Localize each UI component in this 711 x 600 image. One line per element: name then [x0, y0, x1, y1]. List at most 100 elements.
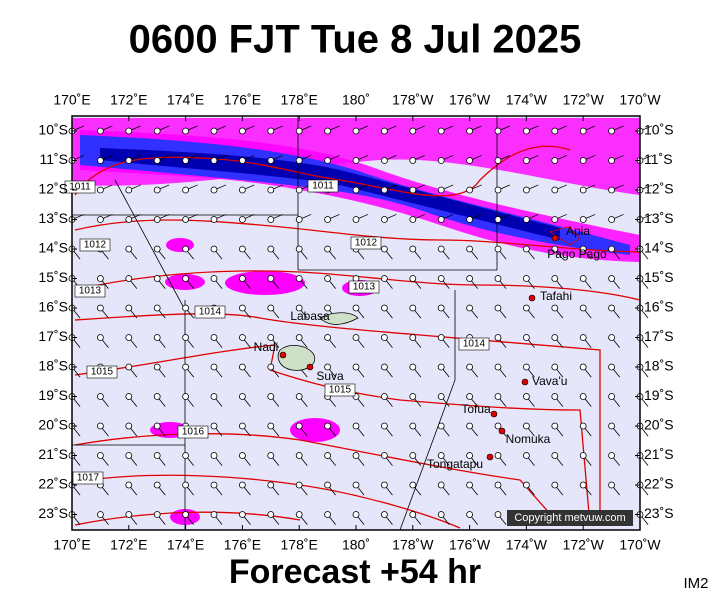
barb-station [238, 186, 246, 194]
barb-shaft [529, 184, 539, 190]
barb-shaft [215, 280, 223, 289]
barb-shaft [529, 155, 539, 160]
barb-station [267, 393, 275, 400]
barb-station [380, 393, 388, 400]
barb-shaft [415, 214, 425, 219]
barb-station [295, 216, 303, 223]
isobar-label-box [74, 284, 106, 298]
barb-shaft [641, 280, 649, 289]
lon-label: 170˚E [53, 92, 90, 108]
barb-station [182, 157, 190, 164]
barb-shaft [158, 457, 166, 466]
barb-station [97, 127, 104, 135]
barb-station [267, 216, 275, 223]
barb-shaft [527, 398, 535, 407]
barb-shaft [556, 398, 564, 407]
barb-station [494, 275, 502, 282]
barb-shaft [584, 280, 592, 289]
barb-station [324, 216, 332, 223]
barb-station [551, 304, 559, 312]
barb-shaft [73, 310, 81, 319]
barb-station [380, 422, 388, 430]
barb-shaft [387, 184, 397, 190]
barb-station [437, 511, 445, 518]
barb-shaft [556, 457, 564, 466]
barb-station [523, 334, 530, 341]
barb-shaft [557, 125, 567, 131]
place-dots [279, 234, 559, 461]
barb-station [523, 422, 530, 430]
lon-label: 176˚E [224, 92, 261, 108]
barb-station [153, 422, 161, 430]
barb-shaft [442, 369, 450, 378]
barb-station [409, 393, 417, 400]
barb-station [494, 245, 502, 253]
barb-station [153, 157, 161, 164]
barb-shaft [300, 280, 308, 289]
barb-station [380, 275, 388, 282]
barb-station [352, 304, 360, 312]
barb-shaft [245, 155, 255, 160]
barb-shaft [130, 251, 138, 260]
barb-station [210, 363, 218, 371]
barb-shaft [243, 516, 251, 525]
barb-shaft [613, 310, 620, 319]
precip-patch [165, 274, 205, 290]
barb-station [579, 304, 587, 312]
lat-label: 11˚S [39, 151, 68, 167]
barb-shaft [357, 310, 365, 319]
lat-label: 17˚S [644, 328, 674, 344]
place-label: Tofua [461, 402, 491, 416]
barb-station [97, 186, 104, 194]
barb-station [409, 275, 417, 282]
barb-station [380, 304, 388, 312]
barb-station [238, 216, 246, 223]
barb-station [608, 363, 615, 371]
barb-shaft [500, 184, 511, 190]
barb-shaft [103, 214, 113, 219]
barb-station [295, 186, 303, 194]
isobar-label: 1015 [329, 385, 352, 396]
barb-station [437, 304, 445, 312]
barb-station [409, 157, 417, 164]
barb-station [125, 393, 133, 400]
barb-shaft [273, 214, 283, 219]
barb-station [125, 363, 133, 371]
barb-shaft [585, 214, 596, 219]
barb-station [352, 511, 360, 518]
barb-shaft [101, 428, 109, 437]
barb-shaft [243, 339, 251, 348]
barb-station [409, 363, 417, 371]
barb-shaft [216, 125, 227, 131]
barb-shaft [243, 369, 251, 378]
barb-shaft [101, 457, 109, 466]
barb-shaft [329, 398, 336, 407]
barb-shaft [442, 310, 450, 319]
barb-shaft [187, 280, 194, 289]
barb-shaft [159, 155, 170, 160]
barb-station [437, 186, 445, 194]
barb-station [437, 422, 445, 430]
barb-station [182, 511, 190, 518]
barb-station [437, 245, 445, 253]
barb-shaft [641, 398, 649, 407]
barb-station [125, 216, 133, 223]
barb-station [210, 216, 218, 223]
barb-station [409, 304, 417, 312]
lon-label: 178˚W [392, 92, 434, 108]
place-label: Labasa [290, 309, 330, 323]
isobar-label: 1013 [353, 282, 376, 293]
barb-shaft [642, 184, 653, 190]
barb-shaft [73, 428, 81, 437]
barb-station [437, 275, 445, 282]
barb-station [295, 334, 303, 341]
barb-shaft [442, 251, 450, 260]
barb-station [523, 304, 530, 312]
barb-station [324, 511, 332, 518]
barb-station [295, 127, 303, 135]
barb-shaft [357, 339, 365, 348]
lat-label: 10˚S [644, 122, 674, 138]
barb-station [409, 334, 417, 341]
barb-station [153, 363, 161, 371]
